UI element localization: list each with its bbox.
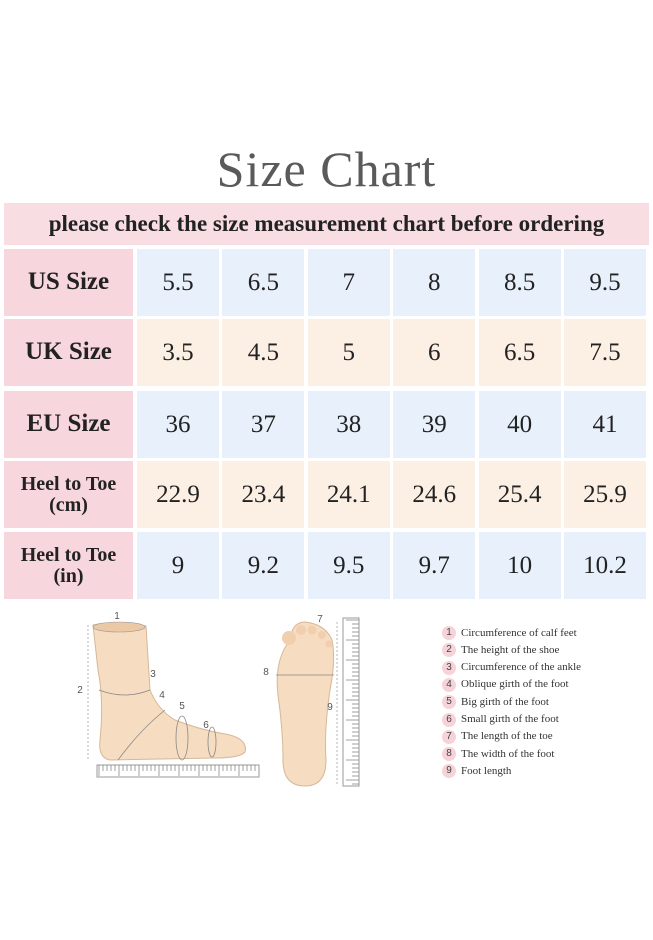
legend-number: 8 — [442, 747, 456, 762]
legend-number: 3 — [442, 660, 456, 675]
table-cell: 37 — [222, 391, 305, 458]
table-cell: 24.1 — [307, 461, 390, 528]
legend-text: Big girth of the foot — [461, 695, 549, 708]
table-cell: 10 — [478, 532, 561, 599]
legend-text: Small girth of the foot — [461, 713, 559, 725]
table-cell: 6 — [393, 319, 476, 386]
row-label: US Size — [4, 249, 133, 316]
legend-number: 2 — [442, 643, 456, 658]
table-cell: 41 — [564, 391, 646, 458]
table-cell: 10.2 — [564, 532, 646, 599]
diagram-marker: 2 — [77, 685, 83, 696]
legend-number: 4 — [442, 677, 456, 692]
table-cell: 4.5 — [222, 319, 305, 386]
table-cell: 36 — [137, 391, 219, 458]
legend-number: 7 — [442, 729, 456, 744]
diagram-marker: 3 — [150, 669, 156, 680]
table-cell: 22.9 — [137, 461, 219, 528]
row-label-line: UK Size — [25, 338, 112, 366]
table-cell: 6.5 — [478, 319, 561, 386]
table-cell: 6.5 — [222, 249, 305, 316]
diagram-marker: 9 — [327, 702, 333, 713]
legend-number: 1 — [442, 626, 456, 640]
table-cell: 5 — [307, 319, 390, 386]
legend-text: The length of the toe — [461, 730, 553, 743]
legend-number: 6 — [442, 712, 456, 727]
table-cell: 24.6 — [393, 461, 476, 528]
row-label-line: Heel to Toe — [20, 472, 117, 495]
legend-text: Circumference of the ankle — [461, 661, 582, 674]
diagram-marker: 1 — [114, 611, 120, 622]
table-cell: 25.9 — [564, 461, 646, 528]
subtitle: please check the size measurement chart … — [4, 203, 649, 245]
table-cell: 39 — [393, 391, 476, 458]
legend-number: 5 — [442, 695, 456, 710]
row-label-line: Heel to Toe — [20, 543, 117, 566]
diagram-marker: 8 — [263, 667, 269, 678]
row-label-line: (cm) — [49, 493, 88, 516]
table-cell: 23.4 — [222, 461, 305, 528]
title: Size Chart — [216, 141, 437, 197]
table-cell: 9 — [137, 532, 219, 599]
diagram-marker: 7 — [317, 614, 323, 625]
diagram-marker: 5 — [179, 701, 185, 712]
table-cell: 8 — [393, 249, 476, 316]
legend-number: 9 — [442, 764, 456, 779]
table-cell: 40 — [478, 391, 561, 458]
table-cell: 25.4 — [478, 461, 561, 528]
row-label-line: EU Size — [26, 410, 111, 438]
table-cell: 3.5 — [137, 319, 219, 386]
diagram-marker: 4 — [159, 690, 165, 701]
legend-text: Oblique girth of the foot — [461, 678, 569, 691]
foot-diagram: 1 2 34 5 6 7 8 9 — [77, 611, 360, 787]
table-cell: 5.5 — [137, 249, 219, 316]
table-cell: 9.7 — [393, 532, 476, 599]
row-label-line: US Size — [27, 268, 110, 296]
table-cell: 38 — [307, 391, 390, 458]
row-label: Heel to Toe (in) — [4, 532, 133, 599]
table-cell: 7.5 — [564, 319, 646, 386]
legend-text: Circumference of calf feet — [461, 626, 577, 639]
table-cell: 7 — [307, 249, 390, 316]
table-cell: 9.5 — [307, 532, 390, 599]
diagram-marker: 6 — [203, 720, 209, 731]
table-cell: 8.5 — [478, 249, 561, 316]
row-label: EU Size — [4, 391, 133, 458]
table-cell: 9.2 — [222, 532, 305, 599]
row-label-line: (in) — [53, 564, 84, 587]
legend-text: The width of the foot — [461, 747, 555, 760]
legend-text: Foot length — [461, 764, 512, 777]
row-label: UK Size — [4, 319, 133, 386]
table-cell: 9.5 — [564, 249, 646, 316]
legend-text: The height of the shoe — [461, 643, 560, 656]
row-label: Heel to Toe (cm) — [4, 461, 133, 528]
